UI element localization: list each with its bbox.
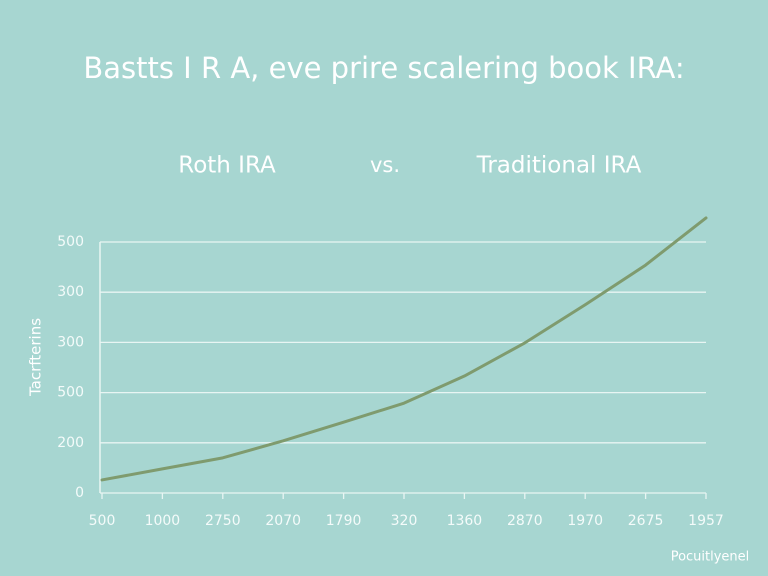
x-tick-label: 2070	[265, 513, 301, 529]
subtitle: Roth IRA	[178, 153, 276, 179]
y-tick-label: 500	[57, 234, 84, 250]
x-tick-label: 2870	[507, 513, 543, 529]
x-tick-label: 2750	[205, 513, 241, 529]
y-tick-label: 500	[57, 385, 84, 401]
data-line	[100, 216, 708, 482]
x-tick-label: 1970	[567, 513, 603, 529]
y-tick-label: 200	[57, 435, 84, 451]
y-axis-label: Tacrfterins	[27, 318, 45, 397]
x-tick-label: 2675	[628, 513, 664, 529]
y-tick-label: 300	[57, 334, 84, 350]
x-tick-label: 1360	[447, 513, 483, 529]
y-tick-label: 300	[57, 284, 84, 300]
subtitle: vs.	[370, 153, 400, 177]
x-tick-label: 500	[89, 513, 116, 529]
x-tick-label: 1000	[145, 513, 181, 529]
y-tick-label: 0	[75, 485, 84, 501]
x-tick-label: 1790	[326, 513, 362, 529]
footer: Pocuitlyenel	[671, 550, 750, 565]
x-tick-label: 320	[391, 513, 418, 529]
subtitle: Traditional IRA	[476, 153, 642, 179]
chart-title: Bastts I R A, eve prire scalering book I…	[83, 51, 684, 85]
x-tick-label: 1957	[688, 513, 724, 529]
